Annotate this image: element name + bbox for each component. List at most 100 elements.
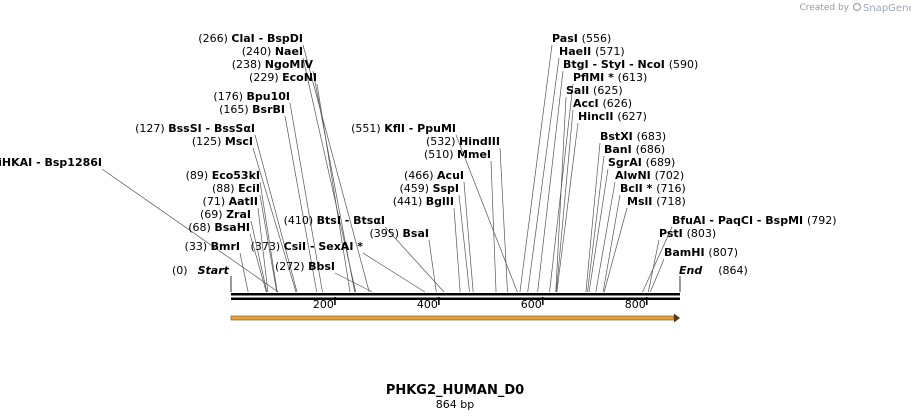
cut-site-line	[257, 207, 269, 293]
cut-site-line	[384, 226, 445, 293]
sequence-top-strand	[231, 293, 680, 296]
cut-site-label: BanI (686)	[604, 143, 665, 156]
cut-site-line	[642, 226, 673, 293]
cut-site-line	[463, 181, 474, 293]
cut-site-label: BfuAI - PaqCI - BspMI (792)	[672, 214, 837, 227]
cut-site-label: MslI (718)	[627, 195, 686, 208]
cut-site-line	[259, 194, 278, 293]
cut-site-line	[555, 96, 567, 293]
cut-site-label: (88) EciI	[212, 182, 260, 195]
orf-arrow	[230, 313, 680, 323]
cut-site-line	[316, 83, 351, 293]
ruler-tick-label: 200	[313, 298, 334, 311]
cut-site-label: (373) CsiI - SexAI *	[251, 240, 364, 253]
cut-site-label: PflMI * (613)	[573, 71, 647, 84]
cut-site-label: HaeII (571)	[559, 45, 625, 58]
cut-site-line	[650, 258, 665, 293]
cut-site-line	[259, 181, 278, 293]
cut-site-label: (229) EcoNI	[249, 71, 317, 84]
cut-site-line	[250, 220, 268, 293]
map-title: PHKG2_HUMAN_D0	[386, 383, 524, 398]
cut-site-label: (68) BsaHI	[188, 221, 250, 234]
ruler-tick-label: 600	[521, 298, 542, 311]
cut-site-line	[252, 147, 297, 293]
cut-site-line	[490, 160, 497, 293]
cut-site-label: (71) AatII	[203, 195, 258, 208]
end-label: End (864)	[679, 264, 748, 277]
cut-site-line	[334, 272, 373, 293]
cut-site-line	[647, 239, 660, 293]
cut-site-line	[527, 57, 560, 293]
cut-site-line	[458, 194, 470, 293]
cut-site-label: (395) BsaI	[369, 227, 429, 240]
cut-site-line	[284, 115, 318, 293]
snapgene-logo-icon	[852, 2, 862, 12]
cut-site-line	[595, 181, 616, 293]
cut-site-label: SgrAI (689)	[608, 156, 675, 169]
cut-site-label: BamHI (807)	[664, 246, 738, 259]
cut-site-line	[555, 109, 574, 293]
cut-site-label: (165) BsrBI	[219, 103, 285, 116]
cut-site-line	[453, 207, 461, 293]
cut-site-line	[249, 233, 267, 293]
cut-site-label: (69) ZraI	[200, 208, 251, 221]
cut-site-label: AlwNI (702)	[615, 169, 684, 182]
cut-site-label: (410) BtsI - BtsαI	[284, 214, 385, 227]
cut-site-labels: (266) ClaI - BspDI(240) NaeI(238) NgoMIV…	[0, 32, 837, 273]
snapgene-logo: SnapGene	[852, 2, 911, 14]
cut-site-label: (91) SacI - BanII - BsiHKAI - Bsp1286I	[0, 156, 102, 169]
cut-site-label: (532) HindIII	[426, 135, 500, 148]
cut-site-label: (240) NaeI	[242, 45, 303, 58]
cut-site-line	[302, 57, 357, 293]
cut-site-line	[455, 134, 518, 293]
ruler-tick-label: 800	[625, 298, 646, 311]
cut-site-line	[302, 44, 370, 293]
cut-site-line	[588, 168, 609, 293]
cut-site-label: (125) MscI	[192, 135, 253, 148]
cut-site-line	[499, 147, 508, 293]
cut-site-line	[362, 252, 426, 293]
cut-site-label: (127) BssSI - BssSαI	[135, 122, 255, 135]
cut-site-label: (466) AcuI	[404, 169, 464, 182]
cut-site-line	[312, 70, 356, 293]
cut-site-label: BstXI (683)	[600, 130, 666, 143]
cut-site-label: (441) BglII	[393, 195, 454, 208]
cut-site-line	[289, 102, 323, 293]
created-by-text: Created by	[799, 3, 849, 13]
cut-site-label: (272) BbsI	[275, 260, 335, 273]
cut-site-label: (176) Bpu10I	[213, 90, 290, 103]
cut-site-lines	[101, 44, 673, 293]
cut-site-label: SalI (625)	[566, 84, 623, 97]
cut-site-line	[428, 239, 437, 293]
cut-site-line	[254, 134, 298, 293]
start-label: (0) Start	[172, 264, 230, 277]
cut-site-label: HincII (627)	[578, 110, 647, 123]
snapgene-logo-text: SnapGene	[863, 3, 911, 14]
cut-site-label: BtgI - StyI - NcoI (590)	[563, 58, 698, 71]
cut-site-label: (510) MmeI	[424, 148, 491, 161]
ruler-ticks: 200 400 600 800	[313, 297, 648, 311]
cut-site-line	[537, 70, 564, 293]
cut-site-label: PasI (556)	[552, 32, 611, 45]
cut-site-line	[556, 122, 579, 293]
cut-site-label: (266) ClaI - BspDI	[198, 32, 303, 45]
cut-site-label: BclI * (716)	[620, 182, 686, 195]
ruler-tick-label: 400	[417, 298, 438, 311]
cut-site-label: AccI (626)	[573, 97, 632, 110]
cut-site-line	[585, 142, 601, 293]
cut-site-label: (33) BmrI	[185, 240, 240, 253]
cut-site-label: PstI (803)	[659, 227, 716, 240]
cut-site-label: (238) NgoMIV	[232, 58, 314, 71]
cut-site-line	[587, 155, 605, 293]
cut-site-line	[101, 168, 279, 293]
cut-site-line	[239, 252, 249, 293]
cut-site-line	[603, 207, 628, 293]
cut-site-line	[519, 44, 553, 293]
cut-site-label: (459) SspI	[399, 182, 459, 195]
cut-site-label: (89) Eco53kI	[186, 169, 260, 182]
map-length: 864 bp	[436, 398, 474, 411]
sequence-bottom-strand	[231, 297, 680, 300]
cut-site-line	[602, 194, 621, 293]
cut-site-label: (551) KflI - PpuMI	[351, 122, 456, 135]
